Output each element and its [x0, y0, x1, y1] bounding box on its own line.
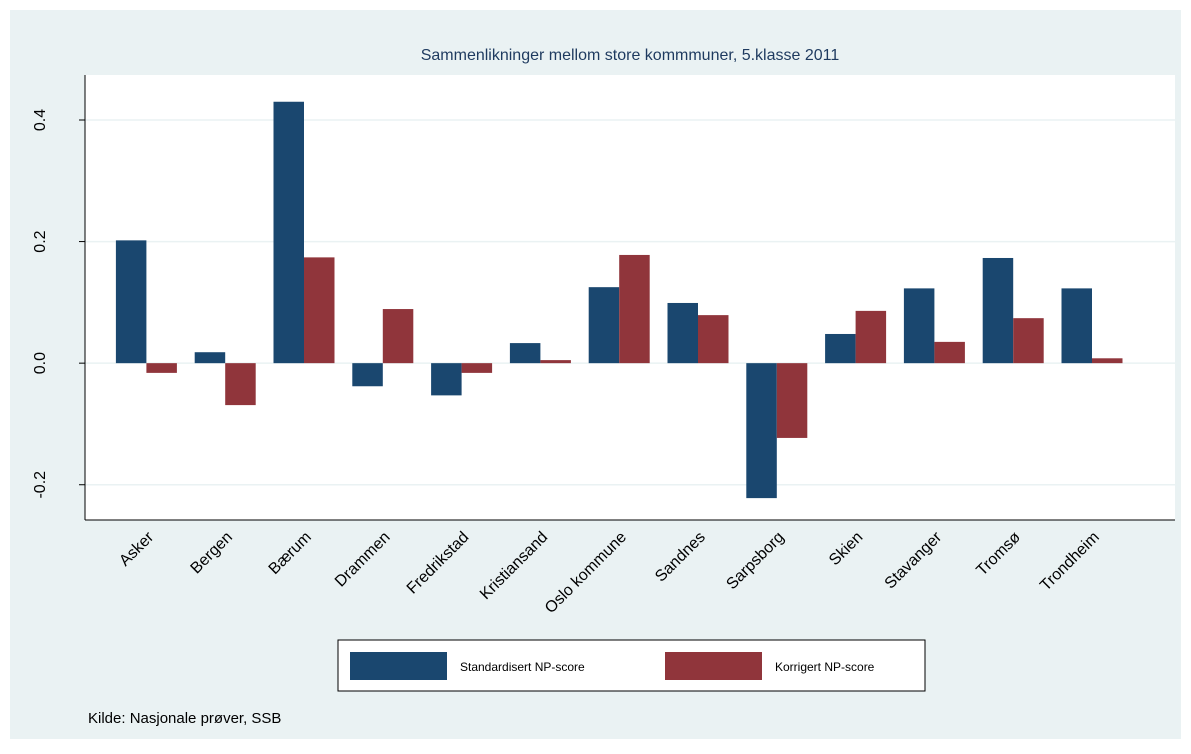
bar [667, 302, 698, 364]
bar [698, 315, 729, 364]
bar [540, 360, 571, 364]
bar [903, 288, 935, 364]
bar [1013, 318, 1044, 364]
bar [1061, 288, 1092, 364]
bar [304, 257, 335, 364]
bar [588, 287, 620, 364]
legend-label: Standardisert NP-score [460, 660, 585, 674]
bar [115, 240, 147, 364]
bar [461, 363, 493, 373]
legend-swatch [665, 652, 762, 680]
bar [194, 352, 226, 364]
bar [855, 310, 887, 364]
bar [934, 341, 965, 364]
legend-label: Korrigert NP-score [775, 660, 875, 674]
bar [619, 254, 650, 364]
bar [431, 363, 462, 396]
source-note: Kilde: Nasjonale prøver, SSB [88, 710, 281, 727]
bar [746, 363, 777, 499]
legend-swatch [350, 652, 447, 680]
bar [273, 101, 304, 364]
bar [1092, 358, 1123, 364]
bar [825, 333, 856, 364]
bar [146, 363, 177, 373]
bar [982, 257, 1014, 364]
y-tick-label: 0.0 [32, 352, 49, 374]
bar [225, 363, 256, 406]
y-tick-label: -0.2 [32, 471, 49, 499]
chart-title: Sammenlikninger mellom store kommmuner, … [421, 47, 840, 64]
bar [382, 309, 414, 364]
y-tick-label: 0.4 [32, 109, 49, 131]
bar [352, 363, 383, 387]
y-tick-label: 0.2 [32, 230, 49, 252]
bar [509, 343, 541, 364]
bar [776, 363, 808, 438]
